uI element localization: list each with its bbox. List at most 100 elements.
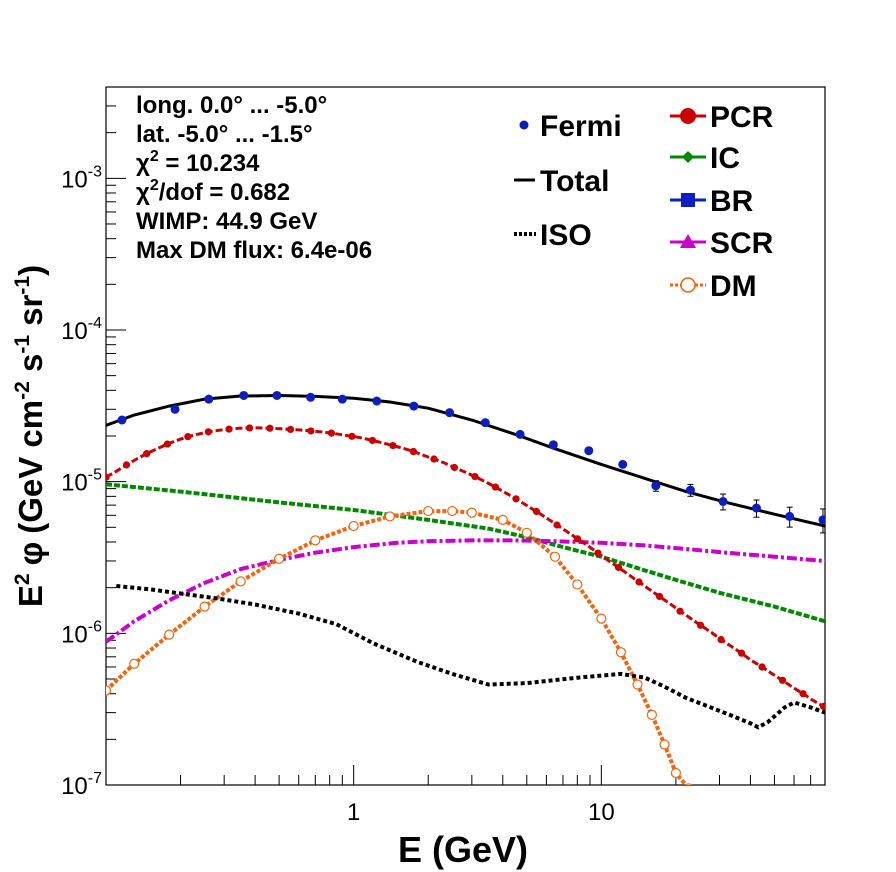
dm-marker <box>497 514 508 525</box>
pcr-marker <box>225 425 233 433</box>
legend-entry-iso: ISO <box>514 219 592 252</box>
fermi-point <box>204 394 214 404</box>
fermi-point <box>239 390 249 400</box>
info-wimp-mass: WIMP: 44.9 GeV <box>136 208 317 235</box>
legend-marker-dm <box>680 277 696 293</box>
dm-marker <box>549 551 561 562</box>
dm-marker <box>632 679 643 690</box>
pcr-marker <box>717 635 725 644</box>
pcr-marker <box>819 702 825 710</box>
pcr-marker <box>122 461 131 469</box>
fermi-point <box>445 408 455 418</box>
curves-layer <box>106 390 825 785</box>
x-tick-labels: 1 10 <box>347 799 615 826</box>
legend-entry-br: BR <box>670 185 754 218</box>
legend-label-pcr: PCR <box>710 101 774 134</box>
pcr-marker <box>143 450 151 458</box>
fermi-point <box>337 394 347 404</box>
dm-marker <box>423 505 434 517</box>
pcr-marker <box>676 607 684 615</box>
pcr-marker <box>327 429 335 437</box>
pcr-marker <box>635 578 643 586</box>
series-iso <box>116 584 825 730</box>
fermi-point <box>515 429 525 439</box>
legend-marker-pcr <box>680 108 696 124</box>
fermi-point <box>818 515 825 525</box>
pcr-marker <box>696 621 705 629</box>
pcr-marker <box>491 483 500 491</box>
fermi-point <box>548 440 558 450</box>
dm-marker <box>274 553 285 564</box>
pcr-marker <box>573 535 582 543</box>
pcr-marker <box>348 432 356 440</box>
fermi-point <box>651 481 661 491</box>
dm-marker <box>572 579 583 590</box>
y-tick-label: 10-3 <box>61 163 102 193</box>
y-tick-label: 10-4 <box>61 315 102 345</box>
fermi-point <box>785 511 795 521</box>
fermi-point <box>751 503 761 513</box>
pcr-marker <box>245 424 254 432</box>
x-tick-label: 10 <box>588 799 615 826</box>
pcr-marker <box>512 495 520 503</box>
pcr-marker <box>553 521 561 529</box>
fit-info: long. 0.0° ... -5.0° lat. -5.0° ... -1.5… <box>136 92 372 264</box>
series-fermi <box>117 390 825 534</box>
scr-curve <box>106 538 825 644</box>
legend-entry-fermi: Fermi <box>519 110 622 143</box>
pcr-marker <box>266 424 274 432</box>
dm-marker <box>659 739 670 750</box>
pcr-marker <box>163 440 172 448</box>
fermi-point <box>117 415 127 425</box>
y-tick-labels: 10-7 10-6 10-5 10-4 10-3 <box>61 163 102 800</box>
x-tick-label: 1 <box>347 799 360 826</box>
pcr-marker <box>799 690 807 698</box>
fermi-point <box>409 401 419 411</box>
pcr-marker <box>614 563 623 572</box>
fermi-point <box>372 396 382 406</box>
y-tick-label: 10-5 <box>61 467 102 497</box>
dm-marker <box>684 783 693 785</box>
dm-marker <box>348 520 359 532</box>
info-latitude: lat. -5.0° ... -1.5° <box>136 121 313 148</box>
legend-label-scr: SCR <box>710 227 774 260</box>
pcr-marker <box>409 447 418 456</box>
legend-label-iso: ISO <box>540 219 592 252</box>
series-dm <box>106 505 693 785</box>
series-pcr <box>106 424 825 710</box>
legend-marker-br <box>681 193 695 207</box>
fermi-point <box>718 496 728 506</box>
fermi-point <box>584 446 594 456</box>
pcr-marker <box>471 472 479 481</box>
legend-marker-fermi <box>519 120 529 130</box>
fermi-point <box>685 485 695 495</box>
legend-entry-total: Total <box>514 165 609 198</box>
legend-marker-scr <box>680 234 696 248</box>
pcr-marker <box>532 507 541 516</box>
dm-marker <box>106 685 112 696</box>
pcr-marker <box>778 676 787 684</box>
legend-entry-scr: SCR <box>670 227 774 260</box>
plot-frame <box>105 86 826 786</box>
dm-marker <box>646 709 657 720</box>
series-scr <box>106 538 825 644</box>
legend-entry-ic: IC <box>670 142 740 175</box>
legend: Fermi Total ISO PCR IC BR SCR <box>514 101 774 303</box>
fermi-point <box>170 404 180 414</box>
dm-marker <box>384 511 395 522</box>
pcr-marker <box>737 649 746 657</box>
dm-marker <box>447 505 458 517</box>
dm-marker <box>466 507 477 518</box>
pcr-marker <box>106 473 110 481</box>
info-chi2-dof: χ2/dof = 0.682 <box>136 177 290 206</box>
legend-entry-pcr: PCR <box>670 101 774 134</box>
pcr-marker <box>368 436 377 445</box>
pcr-marker <box>307 427 315 435</box>
pcr-marker <box>286 425 295 434</box>
dm-marker <box>615 647 627 658</box>
legend-label-fermi: Fermi <box>540 110 622 143</box>
pcr-marker <box>204 428 212 436</box>
dm-marker <box>235 576 246 587</box>
fermi-point <box>618 459 628 469</box>
